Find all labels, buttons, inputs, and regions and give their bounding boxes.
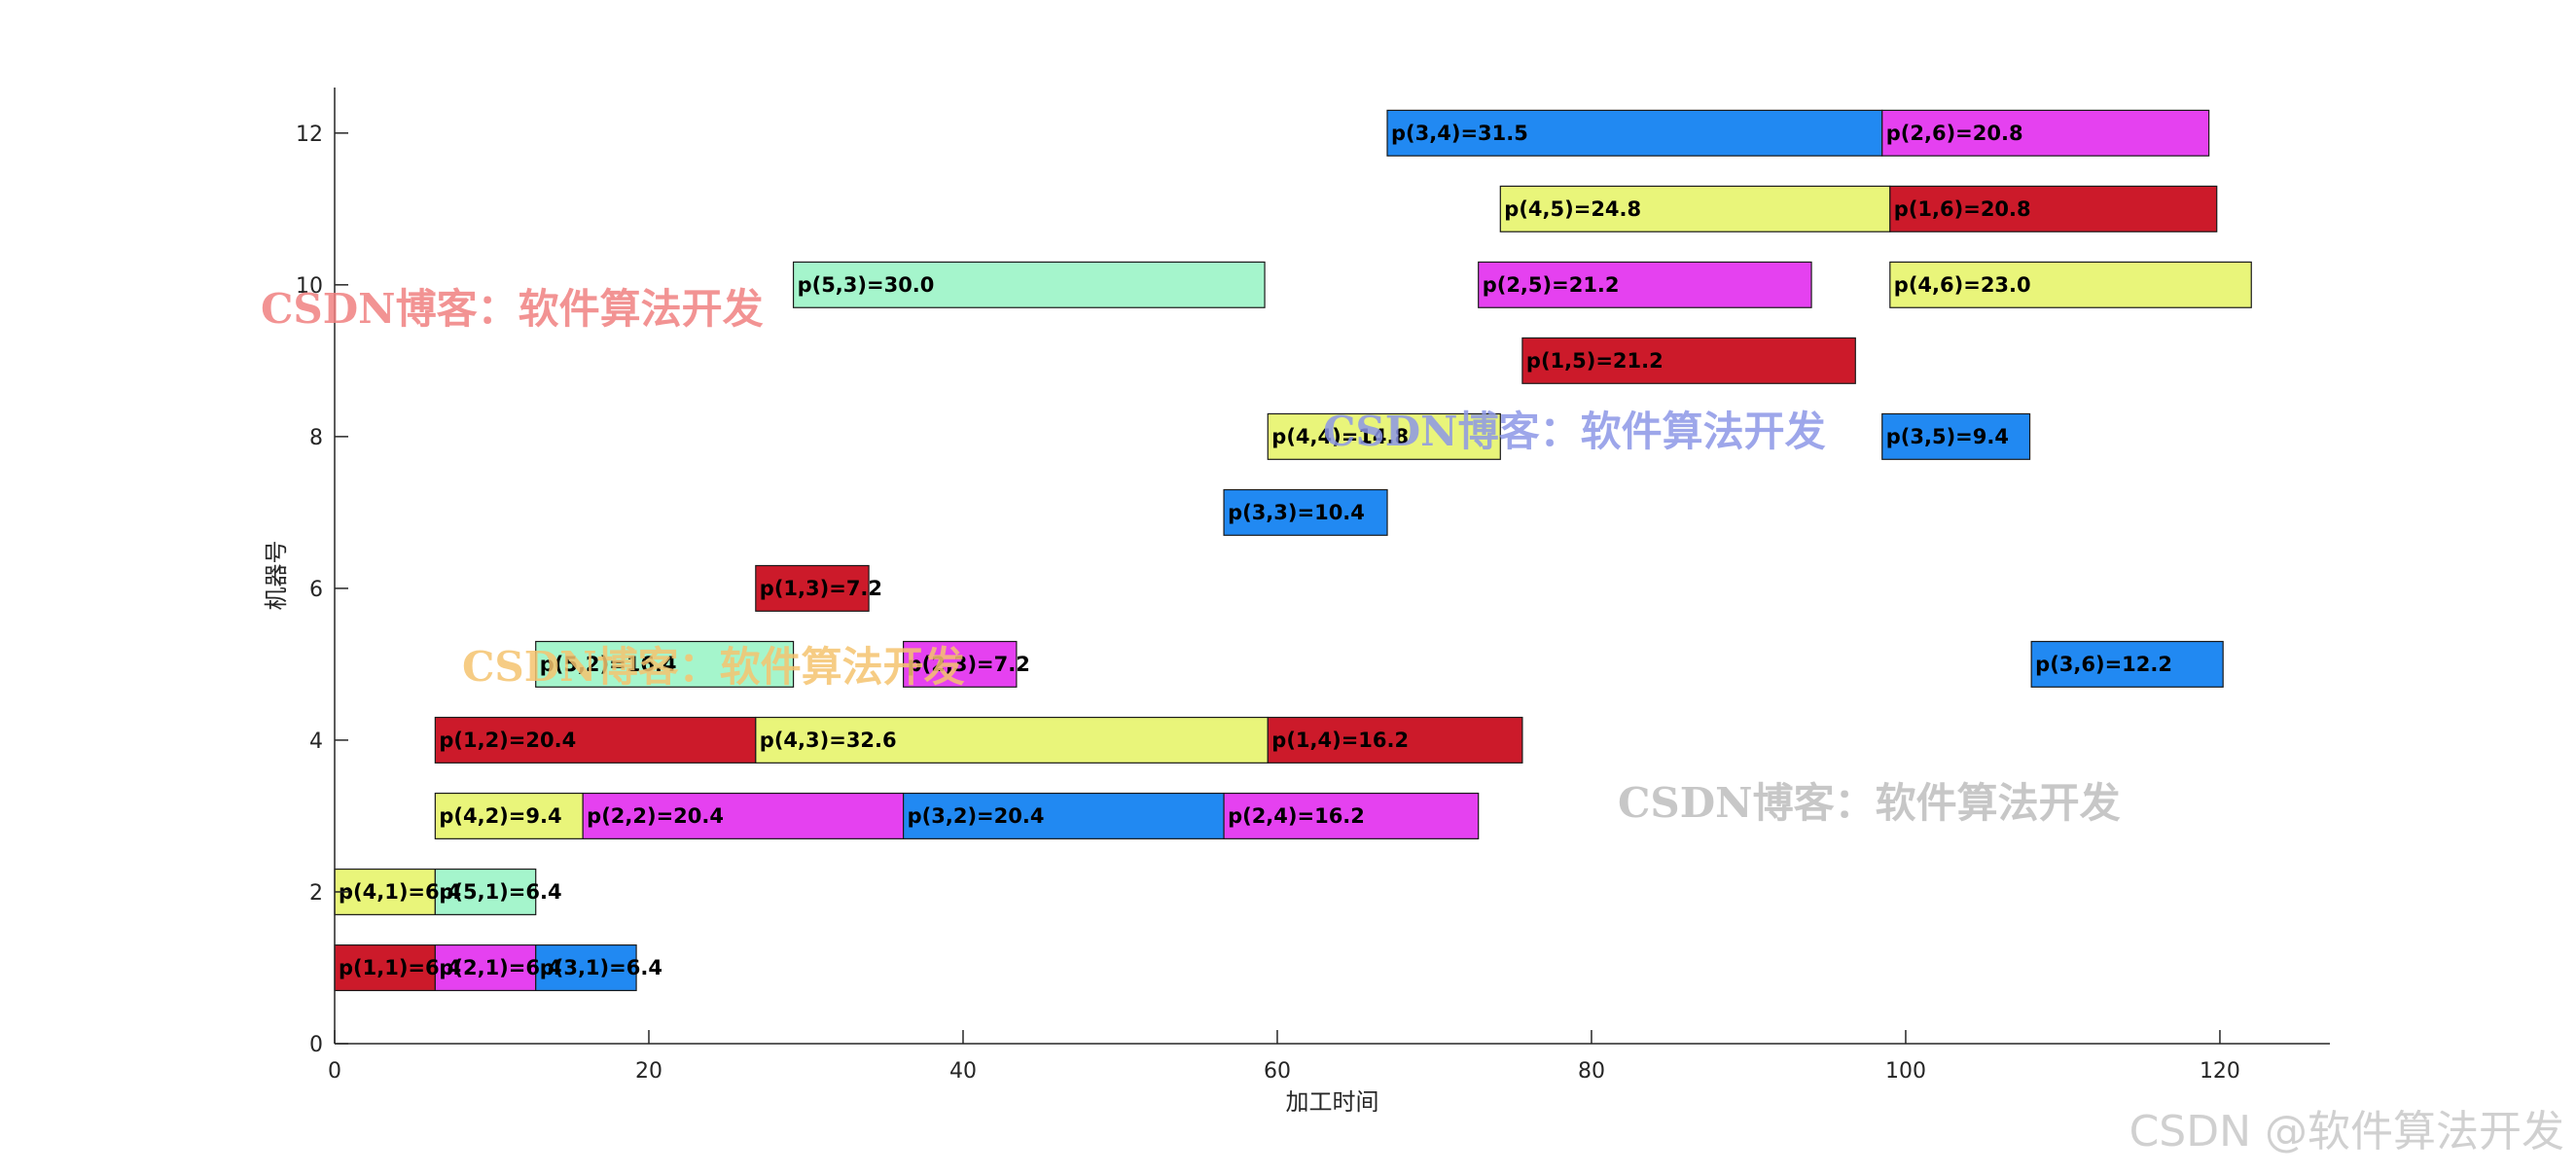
y-tick-label: 0: [309, 1033, 323, 1057]
task-bar: [535, 943, 637, 991]
watermark-layer: CSDN博客：软件算法开发 CSDN博客：软件算法开发 CSDN博客：软件算法开发 C…: [261, 285, 2121, 827]
overlay-watermark: CSDN博客：软件算法开发: [1323, 408, 1826, 455]
task-label: p(3,1)=6.4: [540, 956, 662, 979]
x-tick-label: 0: [328, 1059, 341, 1084]
task-label: p(5,2)=16.4: [540, 653, 677, 676]
y-tick-label: 6: [309, 578, 323, 602]
y-axis-label: 机器号: [263, 541, 290, 611]
task-bar: [1889, 261, 2252, 308]
task-bar: [1223, 488, 1388, 536]
task-bar: [755, 564, 870, 612]
y-tick-label: 10: [296, 274, 323, 299]
y-tick-label: 4: [309, 729, 323, 754]
task-label: p(2,5)=21.2: [1483, 273, 1620, 297]
x-tick-label: 80: [1578, 1059, 1605, 1084]
x-tick-label: 120: [2200, 1059, 2240, 1084]
task-bar: [1267, 716, 1523, 764]
task-label: p(3,6)=12.2: [2035, 653, 2172, 676]
task-label: p(4,2)=9.4: [439, 804, 561, 828]
task-bar: [434, 716, 757, 764]
task-bar: [1521, 337, 1856, 384]
task-bar: [1881, 412, 2031, 460]
corner-watermark: CSDN @软件算法开发: [2129, 1107, 2564, 1156]
task-label: p(3,5)=9.4: [1886, 425, 2009, 448]
task-label: p(2,4)=16.2: [1228, 804, 1365, 828]
task-label: p(1,4)=16.2: [1271, 729, 1409, 752]
x-tick-label: 60: [1264, 1059, 1291, 1084]
task-bar: [535, 640, 795, 688]
bars-layer: [334, 109, 2252, 991]
overlay-watermark: CSDN博客：软件算法开发: [1618, 779, 2121, 827]
task-label: p(3,2)=20.4: [908, 804, 1045, 828]
task-label: p(2,3)=7.2: [908, 653, 1030, 676]
bar-labels-layer: p(1,1)=6.4p(2,1)=6.4p(3,1)=6.4 p(4,1)=6.4…: [339, 122, 2172, 979]
task-label: p(1,5)=21.2: [1526, 349, 1664, 373]
task-bar: [1267, 412, 1501, 460]
task-bar: [903, 640, 1018, 688]
task-label: p(4,3)=32.6: [760, 729, 897, 752]
y-tick-label: 2: [309, 881, 323, 906]
task-label: p(1,1)=6.4: [339, 956, 461, 979]
y-tick-label: 8: [309, 426, 323, 450]
task-bar: [582, 792, 905, 839]
task-label: p(1,6)=20.8: [1894, 197, 2031, 221]
task-label: p(3,3)=10.4: [1228, 501, 1365, 524]
overlay-watermark: CSDN博客：软件算法开发: [462, 643, 965, 691]
task-label: p(5,3)=30.0: [798, 273, 935, 297]
task-bar: [903, 792, 1225, 839]
task-bar: [1881, 109, 2210, 157]
task-label: p(2,6)=20.8: [1886, 122, 2023, 145]
task-label: p(1,3)=7.2: [760, 577, 882, 600]
task-bar: [434, 868, 537, 915]
task-label: p(4,6)=23.0: [1894, 273, 2031, 297]
x-axis-label: 加工时间: [1286, 1088, 1379, 1116]
task-label: p(4,1)=6.4: [339, 880, 461, 904]
task-label: p(3,4)=31.5: [1391, 122, 1528, 145]
task-label: p(1,2)=20.4: [439, 729, 576, 752]
task-label: p(4,4)=14.8: [1271, 425, 1409, 448]
x-tick-label: 20: [635, 1059, 662, 1084]
axes: 0 20 40 60 80 100 120 0 2 4 6 8 10 12: [296, 88, 2330, 1084]
task-bar: [792, 261, 1266, 308]
y-tick-label: 12: [296, 123, 323, 147]
task-label: p(4,5)=24.8: [1504, 197, 1641, 221]
x-tick-label: 100: [1885, 1059, 1926, 1084]
task-bar: [1478, 261, 1812, 308]
task-bar: [434, 792, 584, 839]
overlay-watermark: CSDN博客：软件算法开发: [261, 285, 764, 333]
task-label: p(2,1)=6.4: [439, 956, 561, 979]
task-bar: [434, 943, 537, 991]
task-label: p(2,2)=20.4: [587, 804, 724, 828]
task-bar: [1889, 185, 2218, 232]
task-bar: [334, 943, 436, 991]
task-label: p(5,1)=6.4: [439, 880, 561, 904]
task-bar: [1223, 792, 1480, 839]
task-bar: [2030, 640, 2224, 688]
x-tick-label: 40: [949, 1059, 977, 1084]
